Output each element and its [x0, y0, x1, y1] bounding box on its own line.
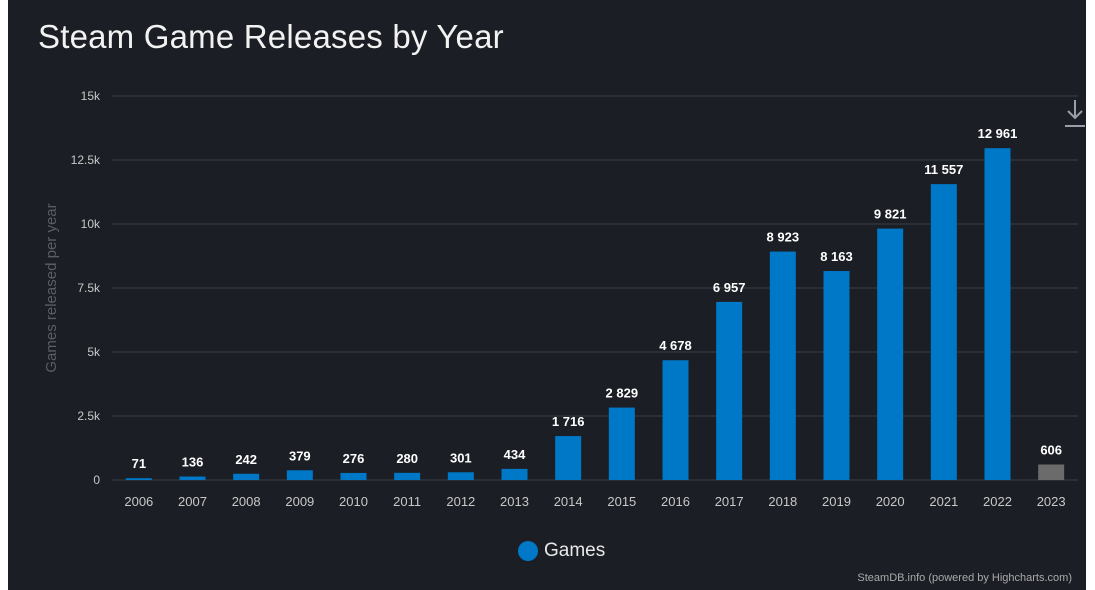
data-label-2011: 280	[396, 451, 418, 466]
y-tick-label: 0	[93, 473, 100, 487]
download-icon	[1065, 100, 1085, 127]
bar-2006[interactable]	[125, 478, 152, 480]
data-label-2013: 434	[504, 447, 526, 462]
legend-label: Games	[544, 540, 606, 561]
x-tick-label: 2006	[124, 494, 153, 509]
y-tick-label: 12.5k	[71, 153, 101, 167]
y-axis-labels: 0 2.5k 5k 7.5k 10k 12.5k 15k	[71, 89, 101, 487]
legend-item-games[interactable]: Games	[518, 537, 605, 565]
x-tick-label: 2018	[768, 494, 797, 509]
data-label-2012: 301	[450, 450, 472, 465]
data-label-2019: 8 163	[820, 249, 853, 264]
x-axis-labels: 2006 2007 2008 2009 2010 2011 2012 2013 2014 2015…	[124, 494, 1065, 509]
bar-2010[interactable]	[340, 472, 367, 480]
x-tick-label: 2017	[715, 494, 744, 509]
x-tick-label: 2016	[661, 494, 690, 509]
data-label-2009: 379	[289, 448, 311, 463]
x-tick-label: 2007	[178, 494, 207, 509]
grid-lines	[112, 95, 1078, 481]
y-tick-label: 2.5k	[77, 409, 101, 423]
x-tick-label: 2009	[285, 494, 314, 509]
y-tick-label: 10k	[81, 217, 101, 231]
x-tick-label: 2022	[983, 494, 1012, 509]
y-tick-label: 5k	[87, 345, 101, 359]
bar-2012[interactable]	[447, 472, 474, 480]
data-label-2010: 276	[343, 451, 365, 466]
bar-2021[interactable]	[930, 184, 957, 480]
data-label-2007: 136	[182, 455, 204, 470]
y-axis-title: Games released per year	[43, 203, 60, 372]
legend-swatch	[518, 541, 538, 561]
bar-2013[interactable]	[501, 468, 528, 480]
y-tick-label: 7.5k	[77, 281, 101, 295]
bar-2011[interactable]	[394, 472, 421, 480]
x-tick-label: 2021	[929, 494, 958, 509]
y-tick-label: 15k	[81, 89, 101, 103]
x-tick-label: 2013	[500, 494, 529, 509]
bar-2023[interactable]	[1038, 464, 1065, 480]
x-tick-label: 2008	[232, 494, 261, 509]
bar-2007[interactable]	[179, 476, 206, 480]
bar-2008[interactable]	[233, 473, 260, 480]
bar-2022[interactable]	[984, 148, 1011, 480]
bar-2015[interactable]	[608, 407, 635, 480]
x-tick-label: 2010	[339, 494, 368, 509]
download-button[interactable]	[1060, 96, 1090, 132]
bar-chart: 0 2.5k 5k 7.5k 10k 12.5k 15k Games released pe…	[43, 89, 1078, 509]
bar-2019[interactable]	[823, 271, 850, 480]
chart-title: Steam Game Releases by Year	[38, 18, 504, 55]
x-tick-label: 2012	[446, 494, 475, 509]
x-tick-label: 2015	[607, 494, 636, 509]
data-label-2008: 242	[235, 452, 257, 467]
x-tick-label: 2019	[822, 494, 851, 509]
x-tick-label: 2023	[1037, 494, 1066, 509]
data-label-2023: 606	[1040, 442, 1062, 457]
data-label-2020: 9 821	[874, 207, 907, 222]
data-label-2016: 4 678	[659, 338, 692, 353]
x-tick-label: 2011	[393, 494, 421, 509]
data-label-2022: 12 961	[978, 126, 1018, 141]
bar-2017[interactable]	[716, 301, 743, 480]
bar-2020[interactable]	[877, 228, 904, 480]
data-labels: 71 136 242 379 276 280 301 434 1 716 2 829 4 678 6 …	[132, 126, 1062, 471]
bar-series-games	[125, 148, 1065, 480]
chart-panel: Steam Game Releases by Year 0 2.5k 5k 7.5k 1…	[8, 0, 1086, 590]
x-tick-label: 2014	[554, 494, 583, 509]
data-label-2006: 71	[132, 456, 146, 471]
x-tick-label: 2020	[876, 494, 905, 509]
data-label-2015: 2 829	[606, 386, 639, 401]
bar-2014[interactable]	[555, 436, 582, 480]
data-label-2014: 1 716	[552, 414, 585, 429]
credits-link[interactable]: SteamDB.info (powered by Highcharts.com)	[857, 572, 1072, 584]
data-label-2021: 11 557	[924, 162, 963, 177]
data-label-2018: 8 923	[767, 230, 800, 245]
data-label-2017: 6 957	[713, 280, 746, 295]
bar-2018[interactable]	[769, 251, 796, 480]
bar-2016[interactable]	[662, 360, 689, 480]
bar-2009[interactable]	[286, 470, 313, 480]
